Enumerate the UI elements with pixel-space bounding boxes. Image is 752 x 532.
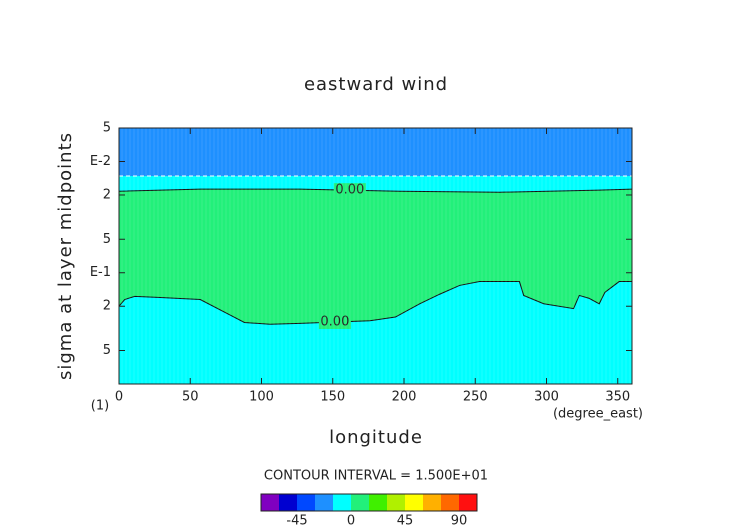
colorbar-frame	[260, 493, 478, 512]
y-units: (1)	[91, 399, 109, 414]
x-tick-label: 150	[320, 390, 345, 405]
y-tick-label: 5	[103, 343, 111, 358]
y-tick-label: 2	[103, 187, 111, 202]
x-units: (degree_east)	[553, 407, 643, 422]
colorbar-swatch	[459, 494, 477, 511]
y-axis-label: sigma at layer midpoints	[55, 132, 76, 380]
chart-title: eastward wind	[304, 74, 448, 95]
fill-region	[119, 128, 632, 176]
y-tick-label: 2	[103, 299, 111, 314]
x-tick-label: 350	[605, 390, 630, 405]
colorbar-swatch	[441, 494, 459, 511]
contour-label: 0.00	[320, 315, 349, 330]
y-tick-label: E-2	[90, 154, 111, 169]
colorbar-swatch	[369, 494, 387, 511]
colorbar-tick-label: 45	[397, 514, 414, 529]
colorbar-tick-label: 0	[347, 514, 355, 529]
x-axis-label: longitude	[329, 427, 423, 448]
colorbar-tick-label: -45	[286, 514, 307, 529]
contour-label-bg	[318, 315, 351, 330]
colorbar-swatch	[387, 494, 405, 511]
colorbar-swatch	[279, 494, 297, 511]
contour-line	[118, 188, 633, 193]
y-tick-label: 5	[103, 121, 111, 136]
colorbar-swatch	[405, 494, 423, 511]
colorbar-swatch	[315, 494, 333, 511]
colorbar-tick-label: 90	[451, 514, 468, 529]
x-tick-label: 50	[182, 390, 199, 405]
y-tick-label: 5	[103, 232, 111, 247]
x-tick-label: 100	[249, 390, 274, 405]
colorbar-swatch	[351, 494, 369, 511]
colorbar-swatch	[261, 494, 279, 511]
contour-line	[118, 281, 632, 325]
x-tick-label: 250	[463, 390, 488, 405]
contour-interval: CONTOUR INTERVAL = 1.500E+01	[264, 469, 488, 484]
x-tick-label: 300	[534, 390, 559, 405]
colorbar-swatch	[333, 494, 351, 511]
colorbar-swatch	[297, 494, 315, 511]
y-tick-label: E-1	[90, 265, 111, 280]
x-tick-label: 200	[392, 390, 417, 405]
x-tick-label: 0	[115, 390, 123, 405]
contour-label-bg	[333, 183, 366, 198]
plot-frame	[118, 127, 633, 385]
fill-region	[119, 189, 632, 325]
contour-label: 0.00	[335, 183, 364, 198]
colorbar-swatch	[423, 494, 441, 511]
